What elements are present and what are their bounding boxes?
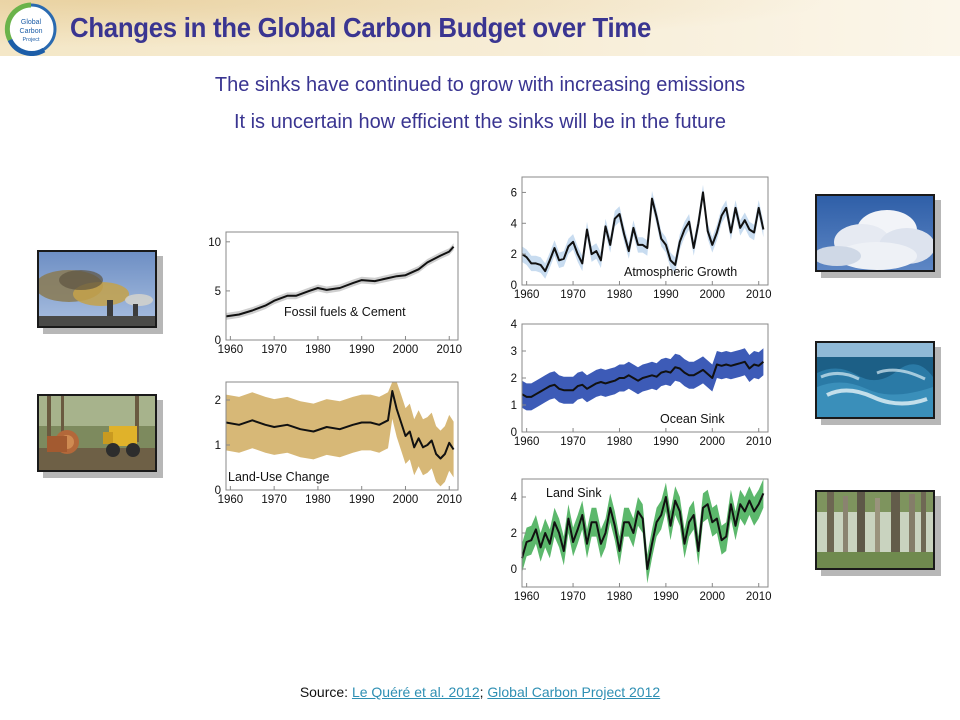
atmospheric-xtick-label: 1990 <box>653 289 679 301</box>
ocean-xtick-label: 2000 <box>700 436 726 448</box>
fossil-series-line <box>225 246 455 318</box>
ocean-ytick-label: 1 <box>511 400 517 412</box>
logo-text-line2: Carbon <box>20 28 43 35</box>
ocean-ytick-label: 3 <box>511 346 517 358</box>
atmospheric-xtick-label: 1980 <box>607 289 633 301</box>
global-carbon-project-link[interactable]: Global Carbon Project 2012 <box>487 684 661 700</box>
landsink-xtick-label: 2010 <box>746 591 772 603</box>
atmospheric-ytick-label: 6 <box>511 187 517 199</box>
ocean-series-line <box>521 360 765 398</box>
landsink-xtick-label: 2000 <box>700 591 726 603</box>
fossil-xtick-label: 1970 <box>261 344 287 356</box>
le-quere-link[interactable]: Le Quéré et al. 2012 <box>351 684 480 700</box>
ocean-xtick-label: 1980 <box>607 436 633 448</box>
ocean-series-label: Ocean Sink <box>660 412 725 426</box>
landuse-xtick-label: 1960 <box>218 494 244 506</box>
fossil-fuels-chart: 0 5 10 1960 1970 1980 1990 2000 2010 Fossil fuels… <box>208 231 462 356</box>
landuse-plot-frame <box>225 381 459 491</box>
fossil-ytick-label: 0 <box>215 335 221 347</box>
header-bar <box>0 0 960 56</box>
ocean-ytick-label: 0 <box>511 427 517 439</box>
landsink-series-label: Land Sink <box>546 486 602 500</box>
landuse-series-label: Land-Use Change <box>228 470 330 484</box>
ocean-uncertainty-band <box>522 348 764 411</box>
logo-text-line1: Global <box>21 19 42 26</box>
fossil-xtick-label: 1990 <box>349 344 375 356</box>
landsink-ytick-label: 2 <box>511 528 517 540</box>
atmospheric-xtick-label: 2010 <box>746 289 772 301</box>
smokestacks-photo <box>37 250 157 328</box>
ocean-photo <box>815 341 935 419</box>
fossil-ytick-label: 10 <box>208 237 221 249</box>
logo-text-line3: Project <box>22 37 40 43</box>
ocean-xtick-label: 1970 <box>560 436 586 448</box>
landsink-xtick-label: 1990 <box>653 591 679 603</box>
subtitle-line-2: It is uncertain how efficient the sinks … <box>233 111 727 133</box>
clouds-photo <box>815 194 935 272</box>
subtitle-line-1: The sinks have continued to grow with in… <box>214 74 746 96</box>
fossil-xtick-label: 1960 <box>218 344 244 356</box>
atmospheric-series-label: Atmospheric Growth <box>624 265 737 279</box>
landuse-ytick-label: 0 <box>215 485 221 497</box>
landuse-ytick-label: 1 <box>215 440 221 452</box>
landsink-series-line <box>521 493 765 570</box>
logging-photo <box>37 394 157 472</box>
landsink-xtick-label: 1980 <box>607 591 633 603</box>
atmospheric-xtick-label: 2000 <box>700 289 726 301</box>
landsink-uncertainty-band <box>522 479 764 584</box>
landuse-xtick-label: 2010 <box>436 494 462 506</box>
landuse-xtick-label: 1980 <box>305 494 331 506</box>
landuse-xtick-label: 2000 <box>393 494 419 506</box>
fossil-ytick-label: 5 <box>215 286 221 298</box>
atmospheric-xtick-label: 1960 <box>514 289 540 301</box>
forest-photo <box>815 490 935 570</box>
fossil-uncertainty-band <box>226 243 454 320</box>
atmospheric-plot-frame <box>521 176 769 286</box>
landsink-xtick-label: 1960 <box>514 591 540 603</box>
landsink-xtick-label: 1970 <box>560 591 586 603</box>
ocean-xtick-label: 1990 <box>653 436 679 448</box>
land-sink-chart: 0 2 4 1960 1970 1980 1990 2000 2010 Land Sink <box>511 478 772 603</box>
source-citation: Source: Le Quéré et al. 2012; Global Car… <box>0 684 960 700</box>
fossil-xtick-label: 2010 <box>436 344 462 356</box>
source-prefix: Source: <box>299 684 352 700</box>
landuse-series-line <box>225 390 455 460</box>
atmospheric-xtick-label: 1970 <box>560 289 586 301</box>
atmospheric-ytick-label: 0 <box>511 280 517 292</box>
header-accent <box>0 0 960 56</box>
source-separator: ; <box>479 684 488 700</box>
atmospheric-ytick-label: 4 <box>511 218 518 230</box>
landsink-ytick-label: 4 <box>511 492 518 504</box>
atmospheric-growth-chart: 0 2 4 6 1960 1970 1980 1990 2000 2010 Atmospheric … <box>511 176 772 301</box>
fossil-plot-frame <box>225 231 459 341</box>
fossil-series-label: Fossil fuels & Cement <box>284 305 406 319</box>
ocean-xtick-label: 1960 <box>514 436 540 448</box>
ocean-xtick-label: 2010 <box>746 436 772 448</box>
land-use-change-chart: 0 1 2 1960 1970 1980 1990 2000 2010 Land-Use Chan… <box>215 381 462 506</box>
landuse-xtick-label: 1990 <box>349 494 375 506</box>
landuse-ytick-label: 2 <box>215 395 221 407</box>
atmospheric-ytick-label: 2 <box>511 249 517 261</box>
page-title: Changes in the Global Carbon Budget over… <box>70 12 652 43</box>
global-carbon-project-logo: Global Carbon Project <box>4 2 57 56</box>
landsink-ytick-label: 0 <box>511 564 517 576</box>
fossil-xtick-label: 2000 <box>393 344 419 356</box>
ocean-ytick-label: 4 <box>511 319 518 331</box>
ocean-ytick-label: 2 <box>511 373 517 385</box>
atmospheric-series-line <box>521 191 765 273</box>
landuse-xtick-label: 1970 <box>261 494 287 506</box>
ocean-sink-chart: 0 1 2 3 4 1960 1970 1980 1990 2000 2010 Ocean Sink <box>511 319 772 448</box>
fossil-xtick-label: 1980 <box>305 344 331 356</box>
